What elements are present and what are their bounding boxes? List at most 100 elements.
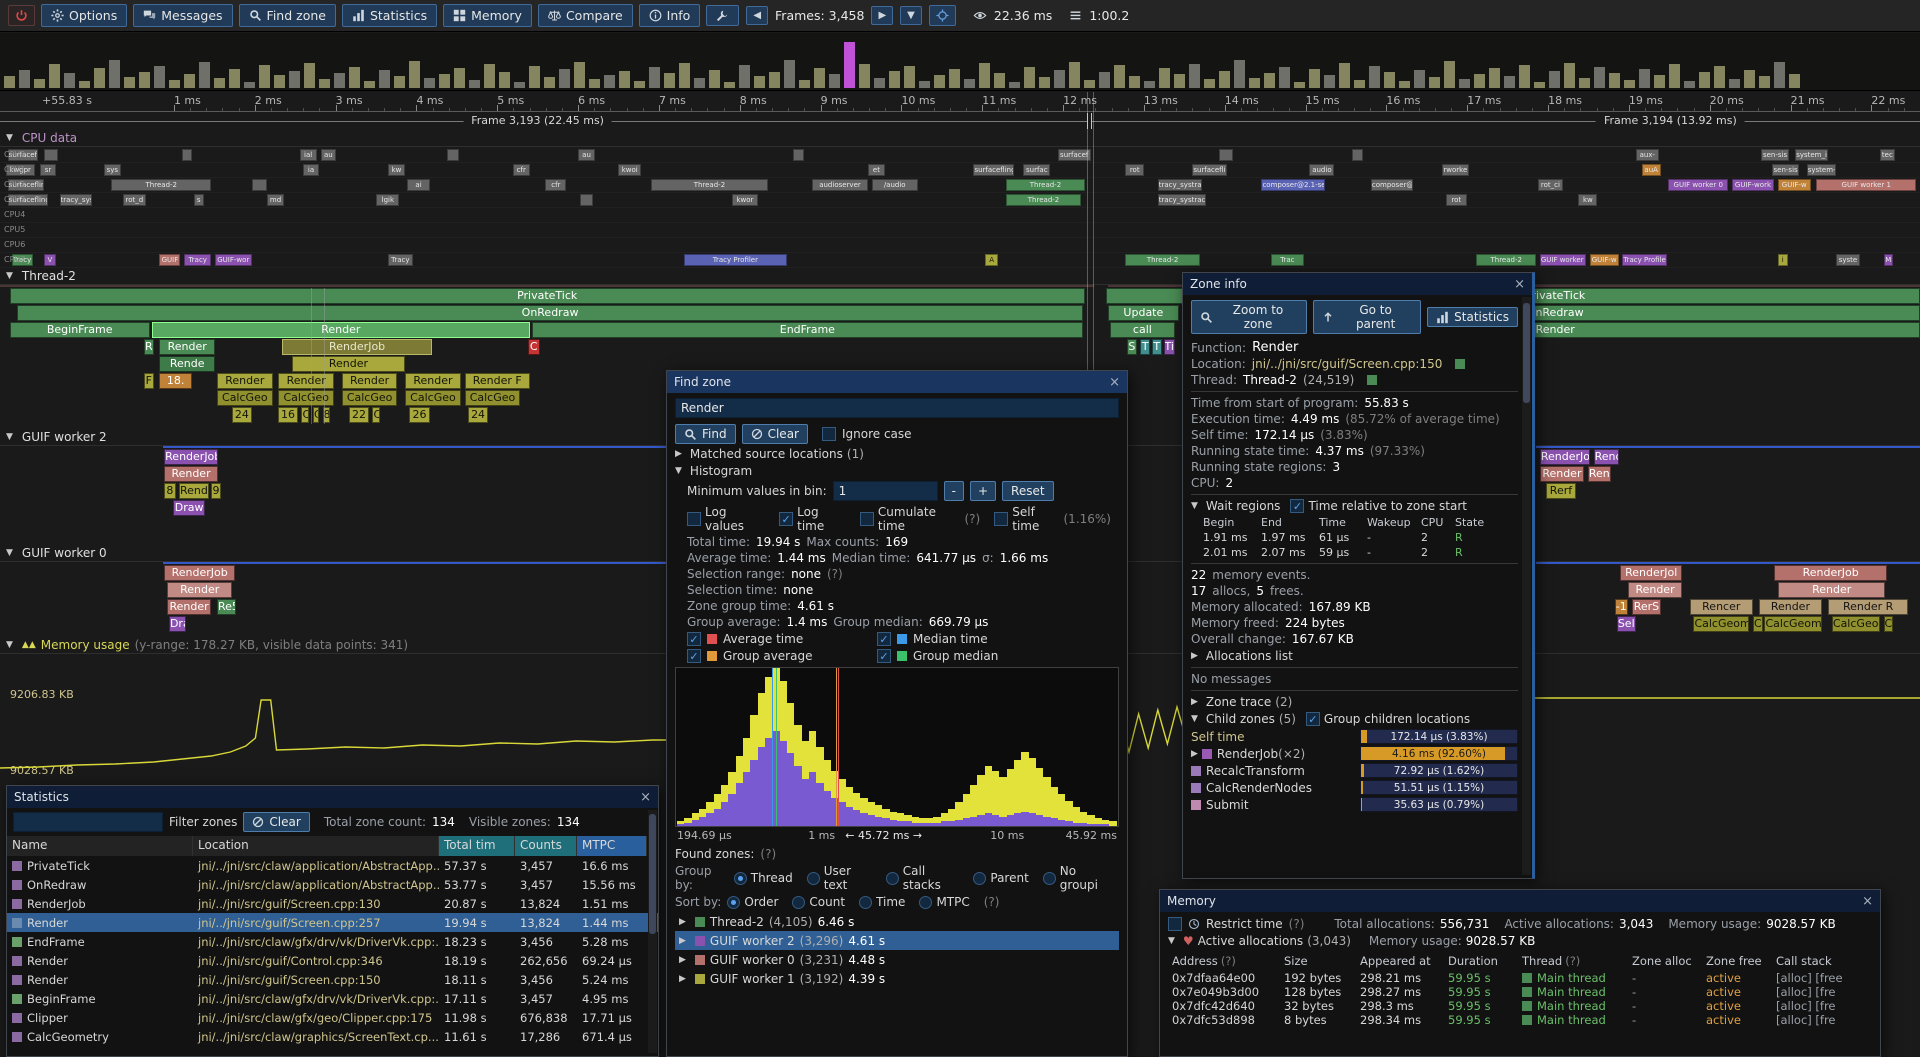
frame-bar[interactable] [1414, 70, 1425, 88]
cpu-zone[interactable]: Thread-2 [111, 179, 212, 191]
min-bin-input[interactable] [832, 481, 938, 501]
frame-bar[interactable] [334, 73, 345, 88]
cpu-zone[interactable]: rworke [1441, 164, 1469, 176]
filter-input[interactable] [13, 812, 163, 832]
frame-bar[interactable] [1519, 65, 1530, 88]
scrollbar[interactable] [648, 810, 657, 1053]
timeline-zone[interactable]: Render [151, 322, 530, 338]
cpu-zone[interactable]: sr [40, 164, 56, 176]
cpu-zone[interactable]: surfacefl [7, 149, 39, 161]
group-by-option[interactable]: Parent [973, 871, 1029, 885]
messages-button[interactable]: Messages [133, 4, 233, 27]
timeline-zone[interactable]: C [1883, 616, 1894, 632]
frame-bar[interactable] [484, 64, 495, 88]
thread-header-thread2[interactable]: ▼ Thread-2 [0, 268, 1920, 285]
found-zone-group[interactable]: ▶ GUIF worker 1 (3,192) 4.39 s [675, 969, 1119, 988]
frame-bar[interactable] [589, 79, 600, 88]
info-button[interactable]: Info [638, 4, 701, 27]
cpu-zone[interactable]: system-g [1806, 164, 1836, 176]
frame-bar[interactable] [1144, 81, 1155, 88]
timeline-zone[interactable]: RenderJob [164, 565, 236, 581]
frame-bar[interactable] [559, 69, 570, 88]
frame-bar[interactable] [1264, 73, 1275, 88]
memory-column-header[interactable]: Call stack [1772, 951, 1872, 971]
timeline-zone[interactable]: C [372, 407, 381, 423]
frame-bar[interactable] [289, 71, 300, 88]
stats-row[interactable]: RenderJob jni/../jni/src/guif/Screen.cpp:… [7, 894, 658, 913]
frame-bar[interactable] [1339, 63, 1350, 88]
timeline-zone[interactable]: C [528, 339, 540, 355]
memory-row[interactable]: 0x7dfc53d898 8 bytes 298.34 ms 59.95 s Main … [1168, 1013, 1872, 1027]
timeline-zone[interactable]: T [1152, 339, 1162, 355]
group-by-option[interactable]: Thread [733, 871, 793, 885]
timeline-zone[interactable]: T [1140, 339, 1151, 355]
decrease-bin-button[interactable]: - [943, 481, 964, 501]
memory-column-header[interactable]: Zone free [1702, 951, 1772, 971]
histogram-section-header[interactable]: ▼ Histogram [675, 464, 1119, 478]
check-item[interactable]: Self time (1.16%) [994, 505, 1111, 533]
window-titlebar[interactable]: Statistics × [7, 786, 658, 808]
timeline-zone[interactable]: 16 [278, 407, 298, 423]
timeline-zone[interactable]: Render [159, 339, 216, 355]
stats-row[interactable]: EndFrame jni/../jni/src/claw/gfx/drv/vk/D… [7, 932, 658, 951]
timeline-zone[interactable]: PrivateTick [9, 288, 1085, 304]
timeline-zone[interactable]: Draw [172, 500, 206, 516]
cpu-zone[interactable]: A [984, 254, 999, 266]
cpu-zone[interactable]: sen-sis [1760, 149, 1790, 161]
zone-trace-header[interactable]: ▶ Zone trace (2) [1191, 695, 1518, 709]
cpu-zone[interactable] [579, 194, 594, 206]
timeline-zone[interactable]: CalcGeo [464, 390, 521, 406]
frame-bar[interactable] [379, 70, 390, 88]
timeline-zone[interactable]: Rend [178, 483, 210, 499]
cpu-data-header[interactable]: ▼ CPU data [0, 130, 1920, 147]
cpu-zone[interactable]: Tracy Profiler [683, 254, 788, 266]
cpu-zone[interactable]: system_is [1795, 149, 1828, 161]
frame-bar[interactable] [439, 74, 450, 88]
cpu-zone[interactable]: surfac [1023, 164, 1051, 176]
frame-bar[interactable] [799, 80, 810, 88]
child-zones-header[interactable]: ▼ Child zones (5) ✓ Group children locat… [1191, 712, 1518, 726]
timeline-zone[interactable]: Ren [1587, 466, 1611, 482]
column-header[interactable]: MTPC [577, 836, 647, 856]
frame-bar[interactable] [1309, 69, 1320, 88]
frame-bar[interactable] [1504, 76, 1515, 88]
frame-bar[interactable] [1744, 70, 1755, 88]
frame-bar[interactable] [1564, 63, 1575, 88]
cpu-zone[interactable]: tracy_syst [59, 194, 93, 206]
frame-bar[interactable] [1399, 81, 1410, 88]
frame-bar[interactable] [169, 80, 180, 88]
window-titlebar[interactable]: Find zone × [667, 371, 1127, 393]
timeline-zone[interactable]: Render [167, 599, 212, 615]
timeline-zone[interactable]: RenderJol [1620, 565, 1682, 581]
frame-bar[interactable] [154, 66, 165, 88]
frame-bar[interactable] [1189, 64, 1200, 88]
frame-bar[interactable] [1369, 66, 1380, 88]
frame-bar[interactable] [1129, 76, 1140, 88]
timeline-zone[interactable]: 8 [164, 483, 176, 499]
next-frame-button[interactable]: ▶ [871, 6, 894, 25]
cpu-zone[interactable]: GUIF worker 1 [1816, 179, 1917, 191]
frame-bar[interactable] [469, 80, 480, 88]
frame-bar[interactable] [184, 74, 195, 88]
clear-filter-button[interactable]: Clear [243, 812, 310, 832]
stats-row[interactable]: Render jni/../jni/src/guif/Screen.cpp:257… [7, 913, 658, 932]
column-header[interactable]: Counts [515, 836, 577, 856]
cpu-zone[interactable]: kw [1578, 194, 1598, 206]
child-zone-row[interactable]: CalcRenderNodes 51.51 μs (1.15%) [1191, 780, 1518, 795]
timeline-zone[interactable]: Render [278, 373, 335, 389]
cpu-zone[interactable]: cfr [545, 179, 567, 191]
frame-bar[interactable] [1714, 66, 1725, 88]
time-ruler[interactable]: +55.83 s 1 ms 2 ms 3 ms 4 ms 5 ms 6 ms 7 ms 8 m… [0, 92, 1920, 112]
frame-bar[interactable] [1579, 78, 1590, 88]
frame-bar[interactable] [1054, 70, 1065, 88]
cpu-zone[interactable] [1351, 149, 1364, 161]
memory-column-header[interactable]: Thread (?) [1518, 951, 1628, 971]
frame-bar[interactable] [1654, 75, 1665, 88]
frame-bar[interactable] [1294, 82, 1305, 88]
timeline-zone[interactable]: C [301, 407, 310, 423]
group-children-checkbox[interactable]: ✓ [1305, 712, 1320, 726]
timeline-zone[interactable]: BeginFrame [9, 322, 150, 338]
frame-bar[interactable] [1039, 77, 1050, 88]
memory-column-header[interactable]: Duration [1444, 951, 1518, 971]
cpu-zone[interactable]: kwgpr [5, 164, 35, 176]
